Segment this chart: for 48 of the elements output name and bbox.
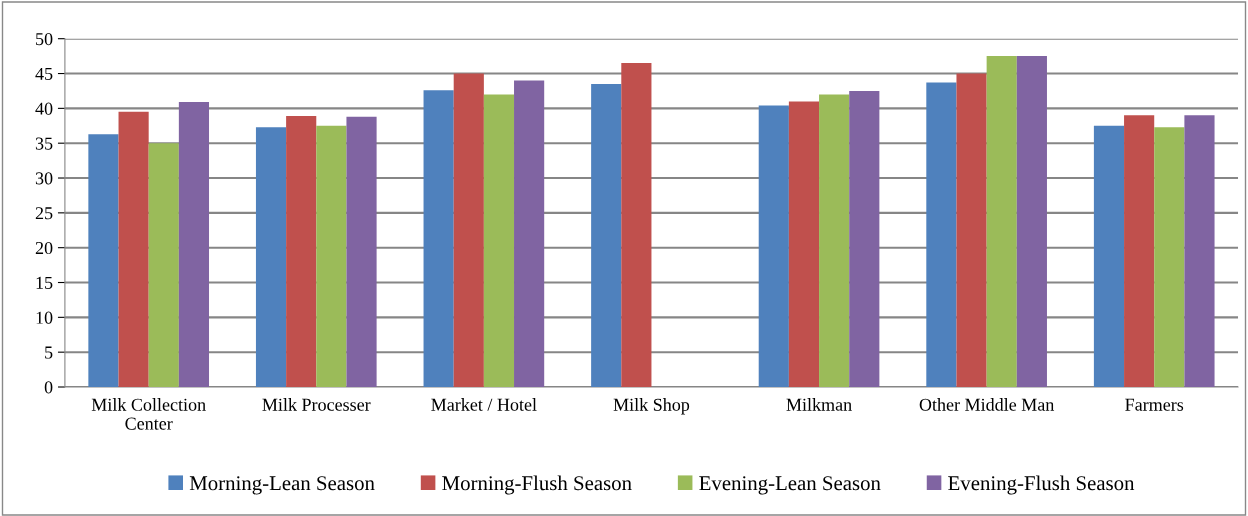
legend-label: Morning-Flush Season	[442, 475, 632, 495]
y-tick-label: 25	[35, 207, 53, 220]
bar	[118, 111, 149, 387]
bar	[1124, 115, 1155, 387]
y-tick-label: 5	[45, 346, 53, 359]
y-tick-label: 40	[35, 102, 53, 115]
bar	[316, 125, 347, 387]
y-tick-label: 30	[35, 172, 53, 185]
bar	[88, 134, 119, 387]
x-tick-label: Farmers	[1125, 398, 1184, 411]
x-tick-label: Other Middle Man	[919, 398, 1055, 411]
bar	[423, 90, 454, 387]
bar	[1093, 125, 1125, 387]
bar	[621, 63, 652, 387]
y-tick-label: 45	[35, 67, 53, 80]
bar	[1016, 56, 1047, 387]
bar	[483, 94, 515, 387]
bar	[956, 73, 987, 387]
y-tick-label: 10	[36, 311, 53, 324]
bar	[1154, 127, 1185, 387]
bar	[926, 82, 957, 387]
x-tick-label: Milkman	[786, 398, 852, 411]
bar	[148, 143, 179, 387]
y-tick-label: 20	[35, 241, 53, 255]
bar	[255, 127, 287, 387]
bar	[286, 116, 317, 387]
y-tick-label: 15	[36, 276, 53, 289]
bar	[788, 101, 820, 387]
bar	[1184, 115, 1215, 387]
bar	[758, 105, 789, 387]
legend-label: Morning-Lean Season	[189, 476, 375, 495]
y-tick-label: 0	[44, 381, 53, 394]
x-tick-label: Milk Collection Center	[91, 398, 206, 430]
legend-label: Evening-Flush Season	[948, 475, 1135, 495]
bar	[849, 90, 880, 387]
x-tick-label: Milk Processer	[262, 398, 371, 411]
y-tick-label: 35	[35, 137, 53, 150]
bar	[591, 83, 622, 387]
y-tick-label: 50	[36, 32, 53, 46]
legend-label: Evening-Lean Season	[699, 476, 881, 495]
bar	[986, 56, 1017, 387]
bar	[178, 102, 210, 387]
bar	[819, 94, 850, 387]
bar	[346, 116, 377, 387]
x-tick-label: Market / Hotel	[431, 398, 537, 411]
x-tick-label: Milk Shop	[613, 398, 690, 415]
bar	[514, 80, 545, 387]
bar	[453, 73, 484, 387]
